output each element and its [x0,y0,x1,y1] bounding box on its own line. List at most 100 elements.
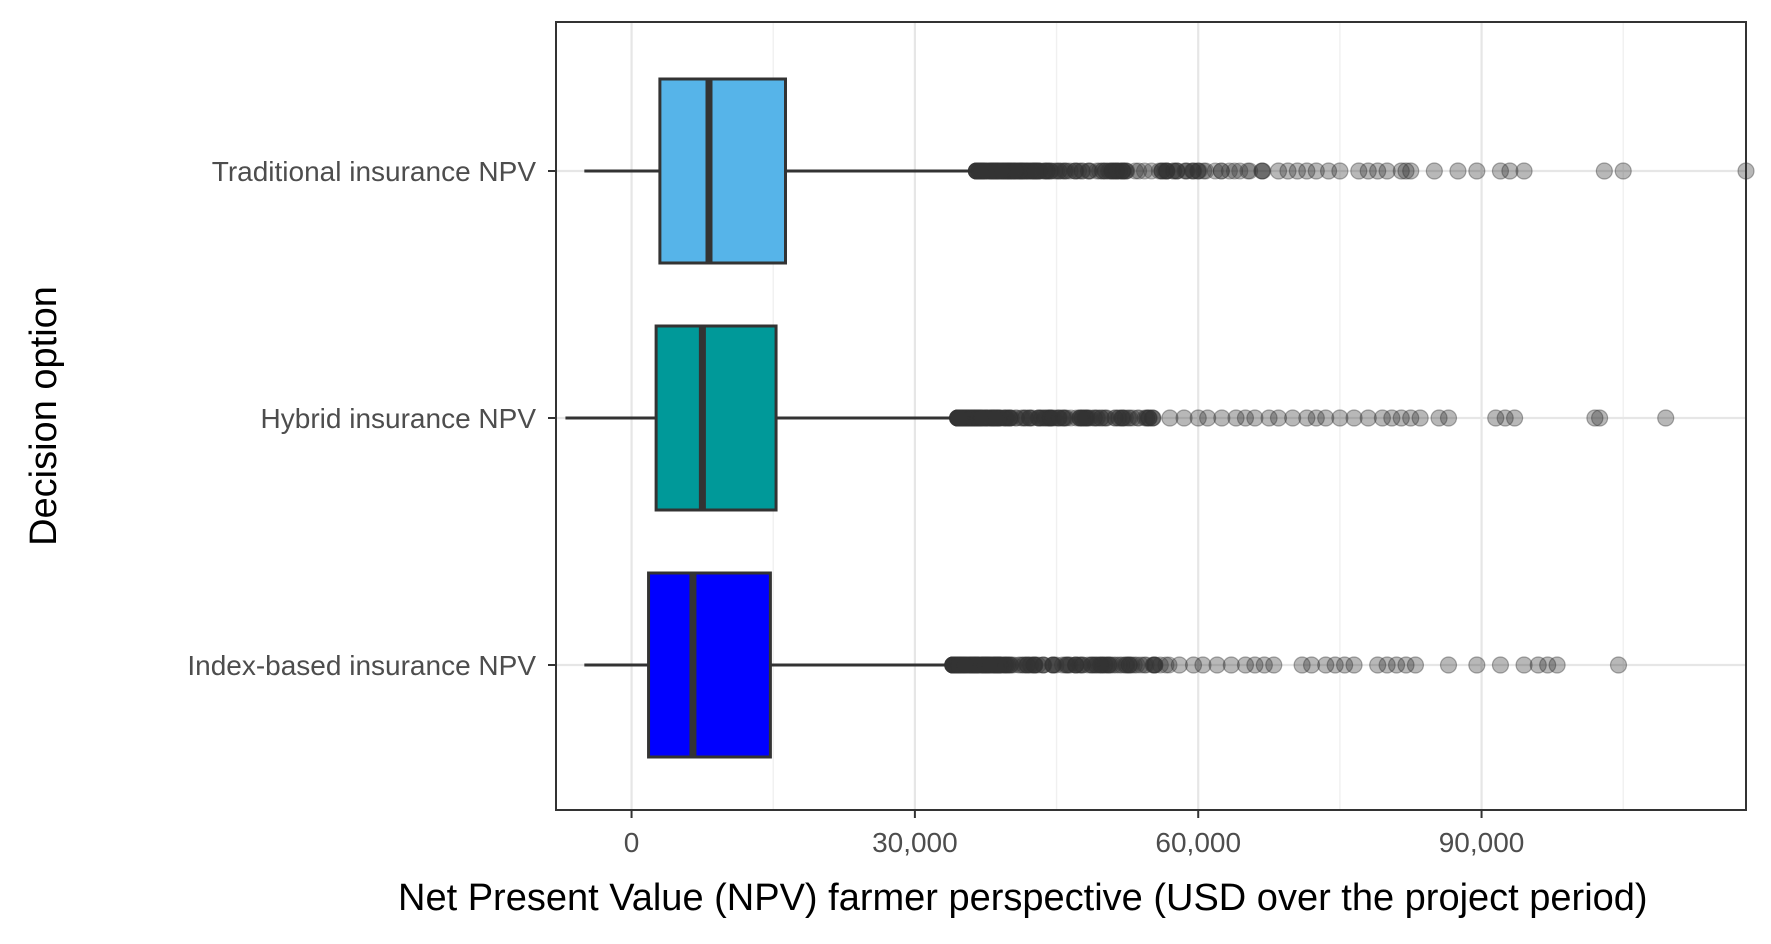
outlier-point [1195,162,1213,180]
outlier-point [1113,162,1131,180]
y-tick-label: Traditional insurance NPV [212,156,537,187]
outlier-point [1044,656,1062,674]
outlier-point [1053,162,1071,180]
outlier-point [1164,162,1182,180]
outlier-point [1058,656,1076,674]
outlier-point [1092,656,1110,674]
outlier-point [1050,409,1068,427]
outlier-point [1397,162,1415,180]
outlier-point [1106,409,1124,427]
outlier-point [1177,162,1195,180]
outlier-point [1021,409,1039,427]
outlier-point [1030,409,1048,427]
outlier-point [1108,162,1126,180]
outlier-point [1092,409,1110,427]
outlier-point [1055,409,1073,427]
outlier-point [1197,162,1215,180]
outlier-point [950,409,968,427]
outlier-point [1336,656,1354,674]
outlier-point [1089,409,1107,427]
outlier-point [1099,162,1117,180]
outlier-point [1383,409,1401,427]
outlier-point [1082,656,1100,674]
outlier-point [1120,656,1138,674]
outlier-point [1130,409,1148,427]
outlier-point [1175,409,1193,427]
outlier-point [1117,656,1135,674]
outlier-point [1515,656,1533,674]
outlier-point [1468,656,1486,674]
outlier-point [1208,656,1226,674]
outlier-point [1449,162,1467,180]
outlier-point [1212,162,1230,180]
outlier-point [1150,162,1168,180]
outlier-point [1227,409,1245,427]
outlier-point [1137,656,1155,674]
outlier-point [1609,656,1628,674]
outlier-point [1060,656,1078,674]
outlier-point [1109,409,1127,427]
outlier-point [1079,409,1097,427]
outlier-point [1082,656,1100,674]
outlier-point [1331,409,1349,427]
outlier-point [1113,409,1131,427]
outlier-point [1430,409,1448,427]
outlier-point [1239,162,1257,180]
outlier-point [1085,409,1103,427]
outlier-point [1144,656,1162,674]
outlier-point [1539,656,1557,674]
outlier-point [1317,656,1335,674]
outlier-point [1107,656,1125,674]
outlier-point [1045,409,1063,427]
box-iqr [647,571,772,759]
outlier-point [1157,162,1175,180]
outlier-point [1265,656,1283,674]
outlier-point [1096,162,1114,180]
outlier-point [1114,409,1132,427]
outlier-point [1170,656,1188,674]
outlier-point [1095,656,1113,674]
outlier-point [1076,409,1094,427]
outlier-point [1118,162,1136,180]
outlier-point [1138,409,1156,427]
outlier-point [1246,656,1264,674]
outlier-point [1049,409,1067,427]
outlier-point [1078,409,1096,427]
outlier-point [981,656,999,674]
outlier-point [1016,409,1034,427]
outlier-point [1048,409,1066,427]
outlier-point [1044,656,1062,674]
outlier-point [1284,409,1302,427]
outlier-point [1073,409,1091,427]
outlier-point [1110,162,1128,180]
outlier-point [1019,656,1037,674]
outlier-point [1151,656,1169,674]
outlier-point [1025,656,1043,674]
outlier-point [1143,162,1161,180]
outlier-point [1199,409,1217,427]
outlier-point [1041,409,1059,427]
outlier-point [1054,656,1072,674]
outlier-point [1066,162,1084,180]
outlier-point [1033,409,1051,427]
outlier-point [1056,409,1074,427]
outlier-point [1160,656,1178,674]
outlier-point [1031,409,1049,427]
boxes [565,77,977,759]
outlier-point [1023,409,1041,427]
outlier-point [1136,162,1154,180]
outlier-point [1176,162,1194,180]
outlier-point [1026,656,1044,674]
outlier-point [1614,162,1632,180]
outlier-point [1058,656,1076,674]
outlier-point [1018,656,1036,674]
outlier-point [1116,656,1134,674]
outlier-point [1078,409,1096,427]
outlier-point [1226,162,1244,180]
outlier-point [1411,409,1429,427]
outlier-point [1501,162,1519,180]
outlier-point [1595,162,1613,180]
outlier-point [1345,409,1363,427]
outlier-point [1269,409,1288,427]
outlier-point [1070,162,1088,180]
